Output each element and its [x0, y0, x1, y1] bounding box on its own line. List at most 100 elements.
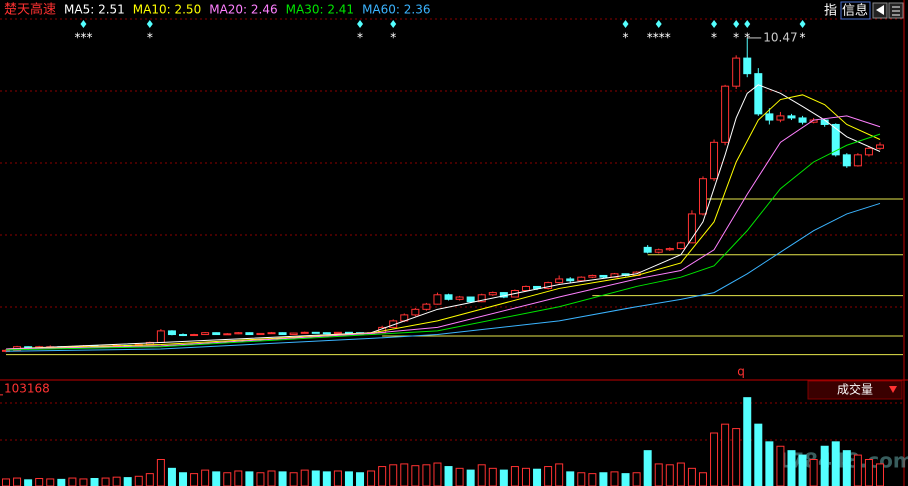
volume-bar [798, 454, 807, 486]
volume-bar [356, 472, 365, 486]
event-label: * [711, 31, 717, 45]
volume-bar [68, 477, 77, 486]
volume-bar [201, 469, 210, 486]
stock-name: 楚天高速 [4, 2, 56, 18]
candle-body [411, 308, 420, 316]
volume-bar [57, 478, 66, 486]
watermark: 178448.com [776, 449, 908, 473]
ma-line [5, 84, 881, 350]
event-diamond [733, 20, 740, 28]
candle-body [267, 332, 276, 335]
volume-selector[interactable] [807, 380, 903, 400]
event-diamond [799, 20, 806, 28]
volume-bar [809, 459, 818, 486]
volume-bar [101, 477, 110, 486]
event-label: * [733, 31, 739, 45]
candle-body [444, 294, 453, 300]
event-diamond [357, 20, 364, 28]
ma-line [5, 133, 881, 351]
event-diamond [146, 20, 153, 28]
volume-tick-label: 103168 [4, 381, 50, 395]
candle-body [190, 334, 199, 337]
candle-body [676, 242, 685, 250]
volume-bar [643, 450, 652, 486]
volume-bar [433, 462, 442, 486]
volume-bar [544, 466, 553, 486]
volume-bar [134, 475, 143, 486]
volume-bar [13, 477, 22, 486]
candle-body [864, 147, 873, 156]
volume-bar [79, 478, 88, 486]
volume-bar [721, 423, 730, 486]
candle-body [853, 154, 862, 167]
candle-body [743, 57, 752, 75]
candle-body [300, 331, 309, 334]
dropdown-arrow [889, 386, 897, 393]
volume-bar [322, 471, 331, 486]
legend-item: MA30: 2.41 [286, 3, 354, 17]
candle-body [577, 276, 586, 282]
candle-body [477, 294, 486, 303]
volume-bar [776, 445, 785, 486]
info-button[interactable]: 信息 [842, 3, 868, 19]
event-diamond [390, 20, 397, 28]
volume-bar [765, 441, 774, 486]
candle-body [256, 332, 265, 336]
volume-bar [499, 469, 508, 486]
candle-body [732, 57, 741, 87]
candle-body [455, 296, 464, 300]
volume-bar [344, 471, 353, 486]
index-button[interactable]: 指 [824, 4, 837, 19]
candle-body [654, 249, 663, 253]
candle-body [466, 296, 475, 303]
candle-body [333, 331, 342, 334]
volume-bar [400, 463, 409, 486]
volume-bar [145, 473, 154, 486]
candle-body [179, 334, 188, 337]
volume-bar [167, 467, 176, 486]
volume-bar [555, 463, 564, 486]
event-label: **** [647, 31, 671, 45]
volume-bar [367, 470, 376, 486]
candle-body [876, 144, 884, 149]
candle-body [798, 117, 807, 123]
candle-body [842, 154, 851, 167]
ma-line [5, 115, 881, 350]
event-diamond [655, 20, 662, 28]
menu-icon [892, 6, 900, 16]
volume-bar [444, 466, 453, 486]
volume-bar [179, 472, 188, 486]
candle-body [521, 285, 530, 291]
volume-bar [24, 479, 33, 486]
candle-body [710, 141, 719, 180]
volume-bar [156, 459, 165, 486]
ma-line [5, 202, 881, 352]
candle-body [289, 332, 298, 336]
candle-body [643, 246, 652, 253]
candle-body [433, 294, 442, 305]
volume-bar [754, 423, 763, 486]
candle-body [278, 332, 287, 336]
volume-bar [610, 471, 619, 486]
volume-bar [123, 477, 132, 486]
legend-item: MA20: 2.46 [209, 3, 277, 17]
volume-bar [389, 464, 398, 486]
volume-bar [676, 462, 685, 486]
candle-body [588, 274, 597, 278]
volume-bar [732, 428, 741, 486]
candle-body [831, 123, 840, 156]
event-diamond [80, 20, 87, 28]
info-button-frame[interactable] [840, 1, 871, 20]
nav-icon [876, 5, 884, 15]
volume-bar [466, 469, 475, 486]
volume-bar [577, 472, 586, 486]
candle-body [533, 285, 542, 289]
volume-bar [35, 477, 44, 486]
volume-bar [510, 466, 519, 486]
volume-bar [46, 478, 55, 486]
candle-body [212, 332, 221, 336]
candle-body [721, 85, 730, 143]
event-label: * [623, 31, 629, 45]
volume-bar [654, 463, 663, 486]
